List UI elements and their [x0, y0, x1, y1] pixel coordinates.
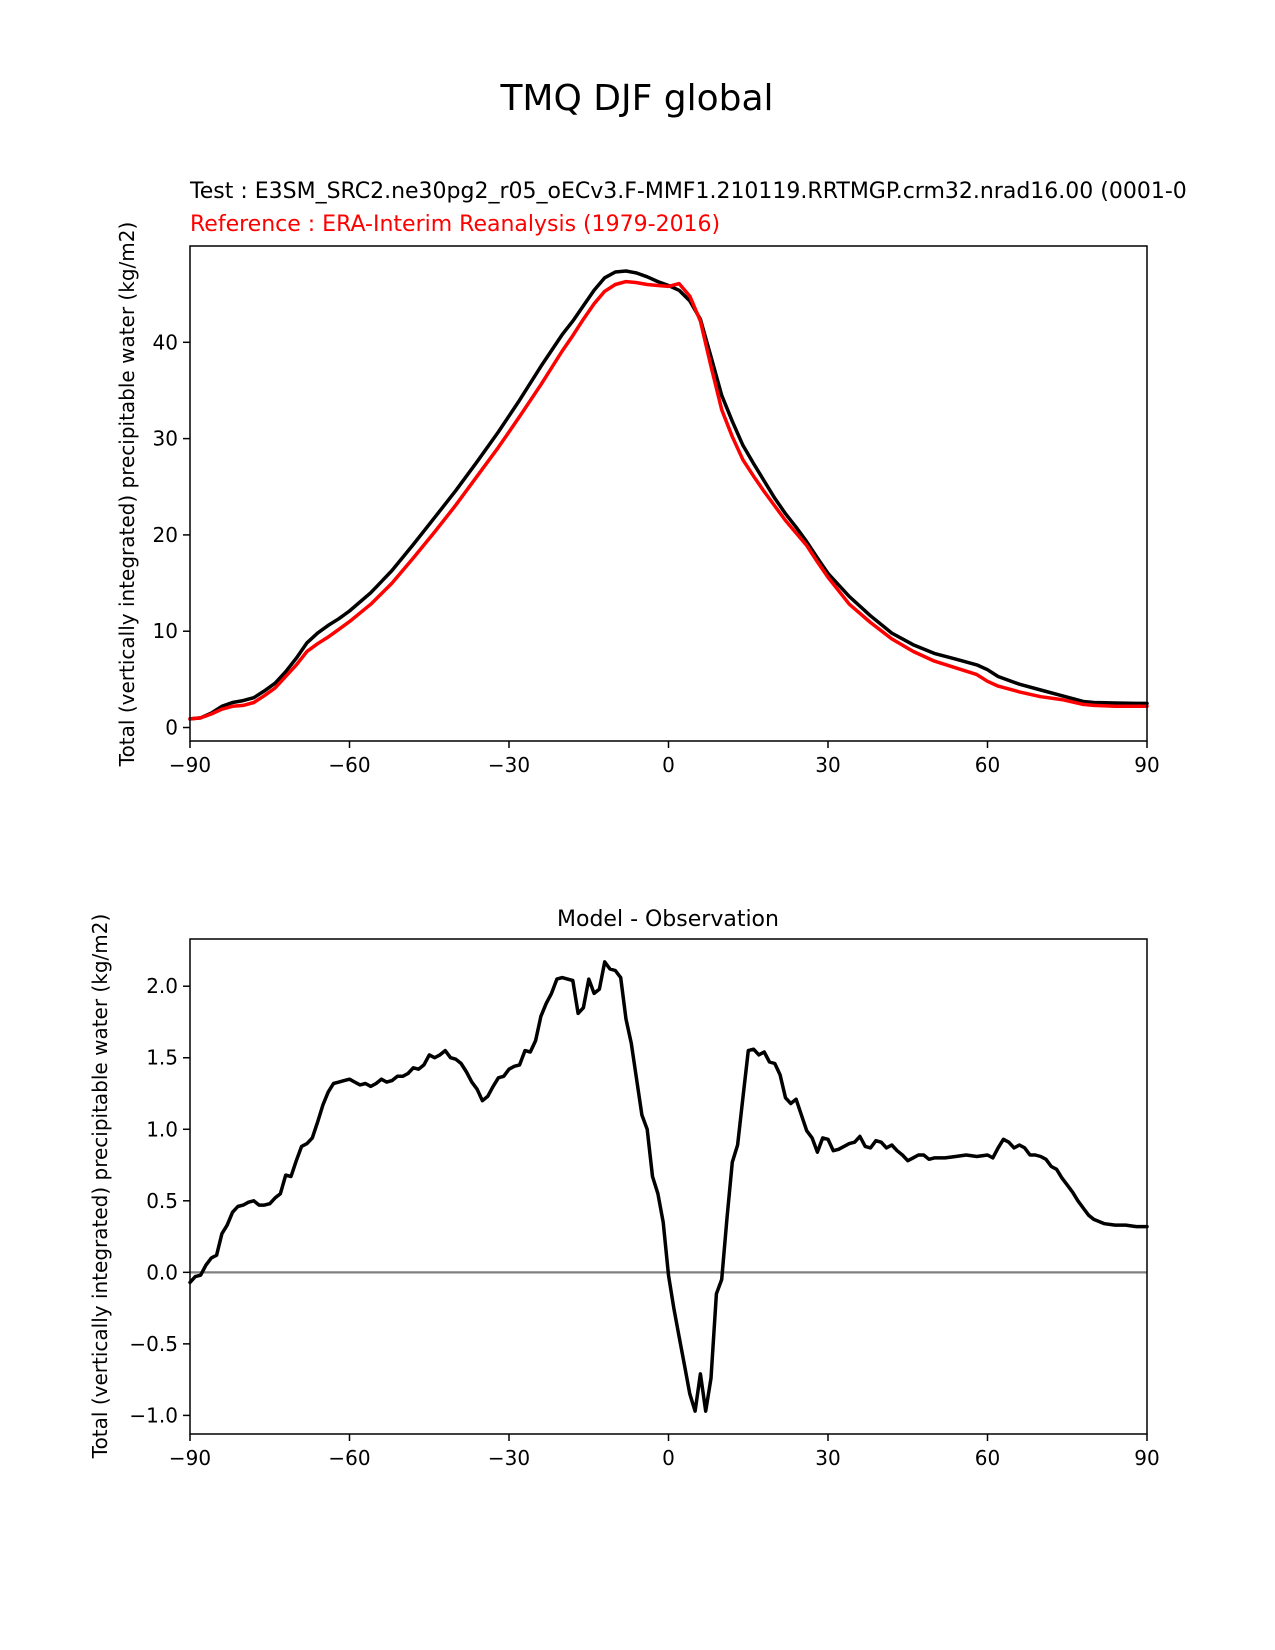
top-x-tick-label: −30 [488, 753, 530, 777]
top-x-axis: −90 −60 −30 0 30 60 90 [169, 741, 1160, 777]
bottom-x-tick-label: 60 [975, 1446, 1000, 1470]
top-x-tick-label: 0 [662, 753, 675, 777]
bottom-panel: Model - Observation −90 −60 −30 0 30 60 90 −1.… [88, 907, 1160, 1470]
bottom-y-tick-label: 0.5 [146, 1189, 178, 1213]
top-x-tick-label: −60 [328, 753, 370, 777]
bottom-y-tick-label: −0.5 [129, 1332, 178, 1356]
reference-title: Reference : ERA-Interim Reanalysis (1979… [190, 212, 720, 237]
top-x-tick-label: −90 [169, 753, 211, 777]
bottom-y-tick-label: 2.0 [146, 974, 178, 998]
bottom-x-tick-label: 0 [662, 1446, 675, 1470]
bottom-axes-frame [189, 938, 1148, 1435]
top-y-axis: 0 10 20 30 40 [153, 330, 190, 740]
suptitle: TMQ DJF global [499, 78, 773, 119]
top-y-tick-label: 30 [153, 427, 178, 451]
top-series-test [188, 269, 1149, 721]
bottom-y-tick-label: 0.0 [146, 1260, 178, 1284]
bottom-x-tick-label: −30 [488, 1446, 530, 1470]
bottom-series-model-observation [188, 960, 1149, 1413]
bottom-title: Model - Observation [557, 907, 779, 932]
bottom-y-axis-label: Total (vertically integrated) precipitab… [88, 914, 112, 1460]
top-series-lines [188, 269, 1149, 721]
bottom-x-tick-label: −90 [169, 1446, 211, 1470]
top-y-tick-label: 40 [153, 330, 178, 354]
top-y-tick-label: 0 [165, 716, 178, 740]
top-x-tick-label: 60 [975, 753, 1000, 777]
bottom-y-axis: −1.0 −0.5 0.0 0.5 1.0 1.5 2.0 [129, 974, 190, 1427]
bottom-series-lines [188, 960, 1149, 1413]
test-title: Test : E3SM_SRC2.ne30pg2_r05_oECv3.F-MMF… [189, 179, 1187, 204]
bottom-x-tick-label: 30 [815, 1446, 840, 1470]
bottom-x-axis: −90 −60 −30 0 30 60 90 [169, 1434, 1160, 1470]
bottom-y-tick-label: −1.0 [129, 1403, 178, 1427]
top-series-reference [188, 279, 1149, 721]
top-y-tick-label: 10 [153, 619, 178, 643]
top-x-tick-label: 90 [1134, 753, 1159, 777]
top-axes-frame [189, 245, 1148, 742]
top-y-tick-label: 20 [153, 523, 178, 547]
bottom-y-tick-label: 1.5 [146, 1046, 178, 1070]
bottom-x-tick-label: 90 [1134, 1446, 1159, 1470]
top-y-axis-label: Total (vertically integrated) precipitab… [115, 222, 139, 768]
bottom-x-tick-label: −60 [328, 1446, 370, 1470]
top-x-tick-label: 30 [815, 753, 840, 777]
top-panel: Test : E3SM_SRC2.ne30pg2_r05_oECv3.F-MMF… [115, 179, 1187, 777]
bottom-y-tick-label: 1.0 [146, 1117, 178, 1141]
